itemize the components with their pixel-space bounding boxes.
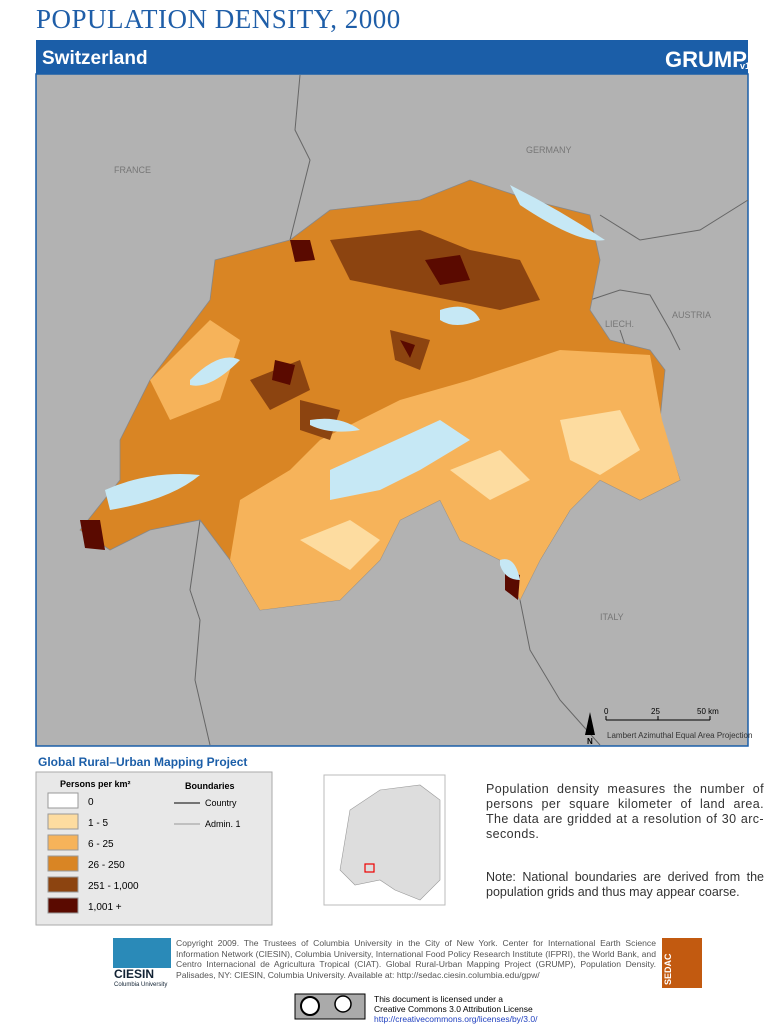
switzerland-map — [79, 179, 681, 611]
density-area — [150, 320, 240, 420]
map-label: ITALY — [600, 612, 624, 622]
description: Population density measures the number o… — [486, 782, 764, 841]
north-arrow — [585, 712, 595, 735]
license-link[interactable]: http://creativecommons.org/licenses/by/3… — [374, 1014, 538, 1024]
legend-label: 1 - 5 — [88, 818, 108, 829]
license-line: This document is licensed under a — [374, 994, 503, 1004]
neighbor-borders — [189, 74, 749, 746]
legend-swatch — [47, 813, 79, 830]
density-area — [250, 230, 540, 440]
sedac-logo — [662, 938, 702, 988]
by-icon — [334, 995, 352, 1013]
legend-classes: 0 1 - 5 6 - 25 26 - 250 251 - 1,000 1,001 + — [47, 792, 139, 914]
legend-label: 26 - 250 — [88, 860, 125, 871]
locator-box — [364, 863, 375, 873]
legend-label: 1,001 + — [88, 902, 122, 913]
map-title: POPULATION DENSITY, 2000 — [36, 4, 401, 34]
map-label: LIECH. — [605, 319, 634, 329]
density-area — [300, 410, 640, 570]
cc-icon — [300, 996, 320, 1016]
copyright: Copyright 2009. The Trustees of Columbia… — [176, 938, 656, 980]
scale-tick: 25 — [651, 707, 660, 716]
legend-swatch — [47, 897, 79, 914]
sedac-name: SEDAC — [663, 953, 673, 985]
legend-swatch — [47, 834, 79, 851]
boundaries-title: Boundaries — [185, 781, 235, 791]
scale-tick: 50 km — [697, 707, 719, 716]
map-label: FRANCE — [114, 165, 151, 175]
map-label: AUSTRIA — [672, 310, 711, 320]
map-label: GERMANY — [526, 145, 572, 155]
legend-swatch — [47, 855, 79, 872]
legend-label: 6 - 25 — [88, 839, 114, 850]
country-name: Switzerland — [42, 48, 148, 69]
ciesin-logo — [113, 938, 171, 968]
scale-bar: N 0 25 50 km Lambert Azimuthal Equal Are… — [585, 707, 752, 746]
logo-version: v1 — [740, 61, 750, 71]
boundary-label: Admin. 1 — [205, 819, 241, 829]
banner — [36, 40, 748, 74]
license: This document is licensed under a Creati… — [374, 994, 537, 1024]
logo: GRUMP — [665, 47, 747, 72]
north-label: N — [587, 737, 593, 746]
projection: Lambert Azimuthal Equal Area Projection — [607, 731, 752, 740]
project-name: Global Rural–Urban Mapping Project — [38, 755, 247, 769]
lakes — [105, 185, 605, 580]
legend-swatch — [47, 876, 79, 893]
scale-line — [605, 716, 711, 721]
legend-swatch — [47, 792, 79, 809]
ciesin-name: CIESIN — [114, 967, 154, 981]
note: Note: National boundaries are derived fr… — [486, 870, 764, 899]
legend-label: 0 — [88, 797, 94, 808]
legend-label: 251 - 1,000 — [88, 881, 139, 892]
license-line: Creative Commons 3.0 Attribution License — [374, 1004, 533, 1014]
ciesin-sub: Columbia University — [114, 982, 167, 988]
boundary-label: Country — [205, 798, 237, 808]
legend-title: Persons per km² — [60, 779, 131, 789]
country-labels: FRANCE GERMANY AUSTRIA LIECH. ITALY — [114, 145, 711, 622]
scale-tick: 0 — [604, 707, 609, 716]
